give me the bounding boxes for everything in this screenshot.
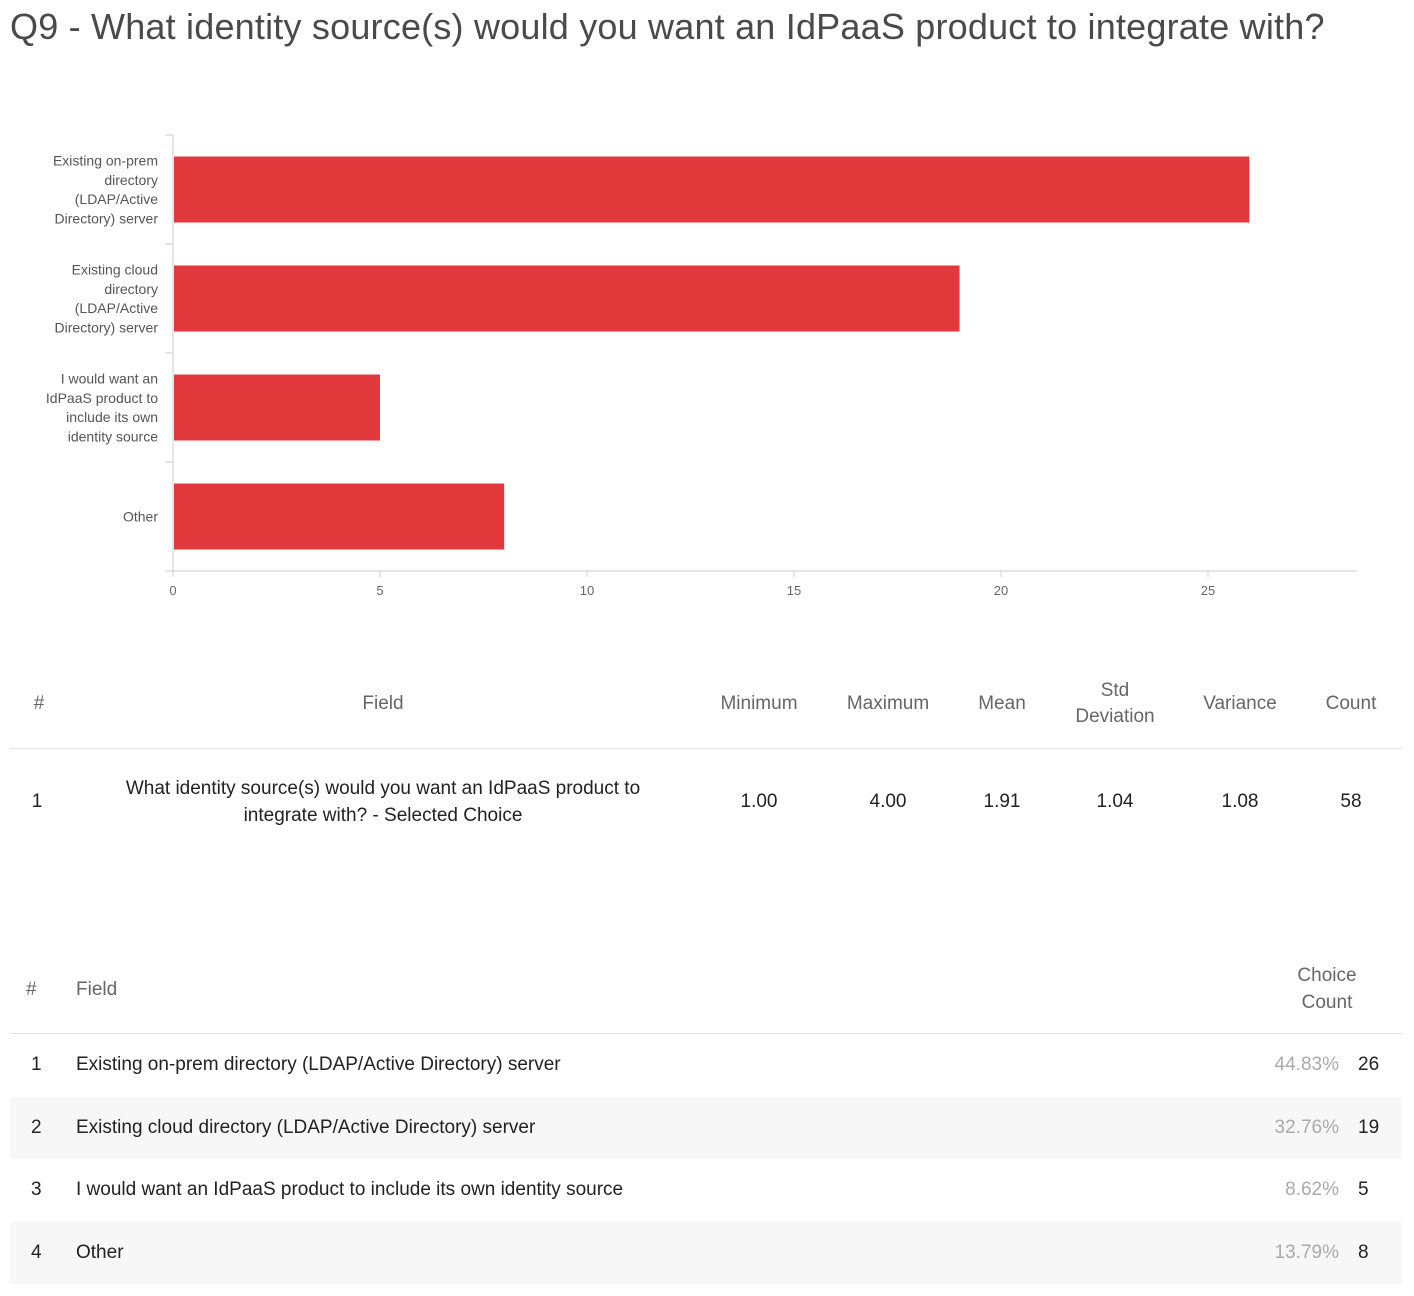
row-number: 1 xyxy=(31,791,43,812)
bar xyxy=(174,156,1250,223)
bar xyxy=(174,265,960,332)
bar xyxy=(174,374,380,441)
x-tick-label: 20 xyxy=(994,583,1008,598)
choice-percent: 44.83% xyxy=(1274,1054,1339,1076)
category-label: Other xyxy=(123,509,158,525)
x-tick-label: 5 xyxy=(376,583,383,598)
header-count: Count xyxy=(1325,693,1377,714)
choice-number: 2 xyxy=(31,1116,42,1138)
choice-header-count: Choice Count xyxy=(1297,965,1357,1013)
header-number: # xyxy=(33,693,45,714)
choice-field: Existing cloud directory (LDAP/Active Di… xyxy=(76,1116,536,1138)
x-tick-label: 10 xyxy=(580,583,594,598)
row-maximum: 4.00 xyxy=(869,791,907,812)
choice-row: 4 Other 13.79% 8 xyxy=(10,1221,1402,1284)
choice-percent: 8.62% xyxy=(1285,1179,1339,1201)
header-minimum: Minimum xyxy=(720,693,798,714)
choice-field: I would want an IdPaaS product to includ… xyxy=(76,1179,624,1201)
choice-header-row: # Field Choice Count xyxy=(10,945,1402,1034)
x-tick-label: 0 xyxy=(169,583,176,598)
category-label: Existing on-prem directory (LDAP/Active Dir… xyxy=(53,152,158,226)
header-std-deviation: Std Deviation xyxy=(1075,680,1155,727)
x-tick-label: 25 xyxy=(1201,583,1215,598)
choice-row: 3 I would want an IdPaaS product to incl… xyxy=(10,1159,1402,1222)
bar-chart: 0 5 10 15 20 25 Existing on-prem directory (LDAP… xyxy=(46,134,1357,598)
row-std-deviation: 1.04 xyxy=(1096,791,1134,812)
row-variance: 1.08 xyxy=(1221,791,1259,812)
choice-table: # Field Choice Count 1 Existing on-prem … xyxy=(10,945,1402,1284)
choice-field: Other xyxy=(76,1241,124,1263)
choice-count: 26 xyxy=(1358,1054,1380,1076)
choice-number: 3 xyxy=(31,1179,42,1201)
x-tick-label: 15 xyxy=(787,583,801,598)
category-label: I would want an IdPaaS product to include … xyxy=(46,370,158,444)
choice-number: 1 xyxy=(31,1054,42,1076)
choice-percent: 13.79% xyxy=(1274,1241,1339,1263)
header-mean: Mean xyxy=(978,693,1026,714)
choice-number: 4 xyxy=(31,1241,42,1263)
row-field: What identity source(s) would you want a… xyxy=(125,777,641,826)
statistics-table: # Field Minimum Maximum Mean Std Deviati… xyxy=(10,660,1402,854)
choice-header-field: Field xyxy=(76,978,118,1000)
header-maximum: Maximum xyxy=(846,693,930,714)
statistics-row: 1 What identity source(s) would you want… xyxy=(10,749,1402,854)
row-count: 58 xyxy=(1340,791,1362,812)
choice-count: 5 xyxy=(1358,1179,1369,1201)
bar xyxy=(174,483,505,550)
choice-row: 1 Existing on-prem directory (LDAP/Activ… xyxy=(10,1034,1402,1097)
row-minimum: 1.00 xyxy=(740,791,778,812)
choice-count: 8 xyxy=(1358,1241,1369,1263)
choice-percent: 32.76% xyxy=(1274,1116,1339,1138)
category-label: Existing cloud directory (LDAP/Active Direc… xyxy=(55,261,159,335)
choice-row: 2 Existing cloud directory (LDAP/Active … xyxy=(10,1096,1402,1159)
statistics-header-row: # Field Minimum Maximum Mean Std Deviati… xyxy=(10,660,1402,749)
header-variance: Variance xyxy=(1203,693,1277,714)
header-field: Field xyxy=(362,693,404,714)
row-mean: 1.91 xyxy=(983,791,1021,812)
choice-field: Existing on-prem directory (LDAP/Active … xyxy=(76,1054,561,1076)
choice-header-number: # xyxy=(26,978,37,1000)
page-title: Q9 - What identity source(s) would you w… xyxy=(10,6,1325,47)
choice-count: 19 xyxy=(1358,1116,1380,1138)
